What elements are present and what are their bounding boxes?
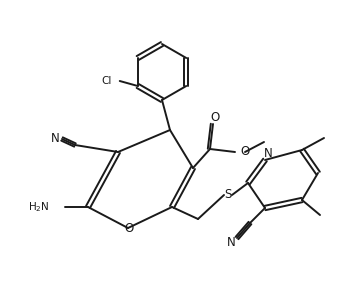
- Text: Cl: Cl: [101, 76, 112, 86]
- Text: N: N: [227, 236, 235, 250]
- Text: N: N: [50, 131, 59, 145]
- Text: O: O: [124, 223, 134, 235]
- Text: O: O: [240, 145, 249, 157]
- Text: S: S: [224, 188, 232, 201]
- Text: N: N: [263, 146, 272, 160]
- Text: H$_2$N: H$_2$N: [28, 200, 50, 214]
- Text: O: O: [211, 111, 219, 123]
